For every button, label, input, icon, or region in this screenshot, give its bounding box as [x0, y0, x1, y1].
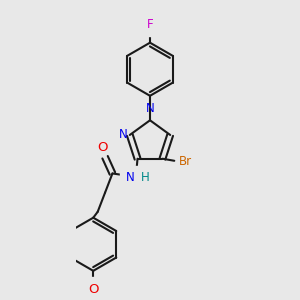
- Text: Br: Br: [179, 155, 192, 168]
- Text: F: F: [147, 18, 153, 31]
- Text: N: N: [146, 102, 154, 115]
- Text: H: H: [141, 171, 150, 184]
- Text: O: O: [88, 283, 98, 296]
- Text: O: O: [97, 141, 107, 154]
- Text: N: N: [119, 128, 128, 142]
- Text: N: N: [126, 171, 135, 184]
